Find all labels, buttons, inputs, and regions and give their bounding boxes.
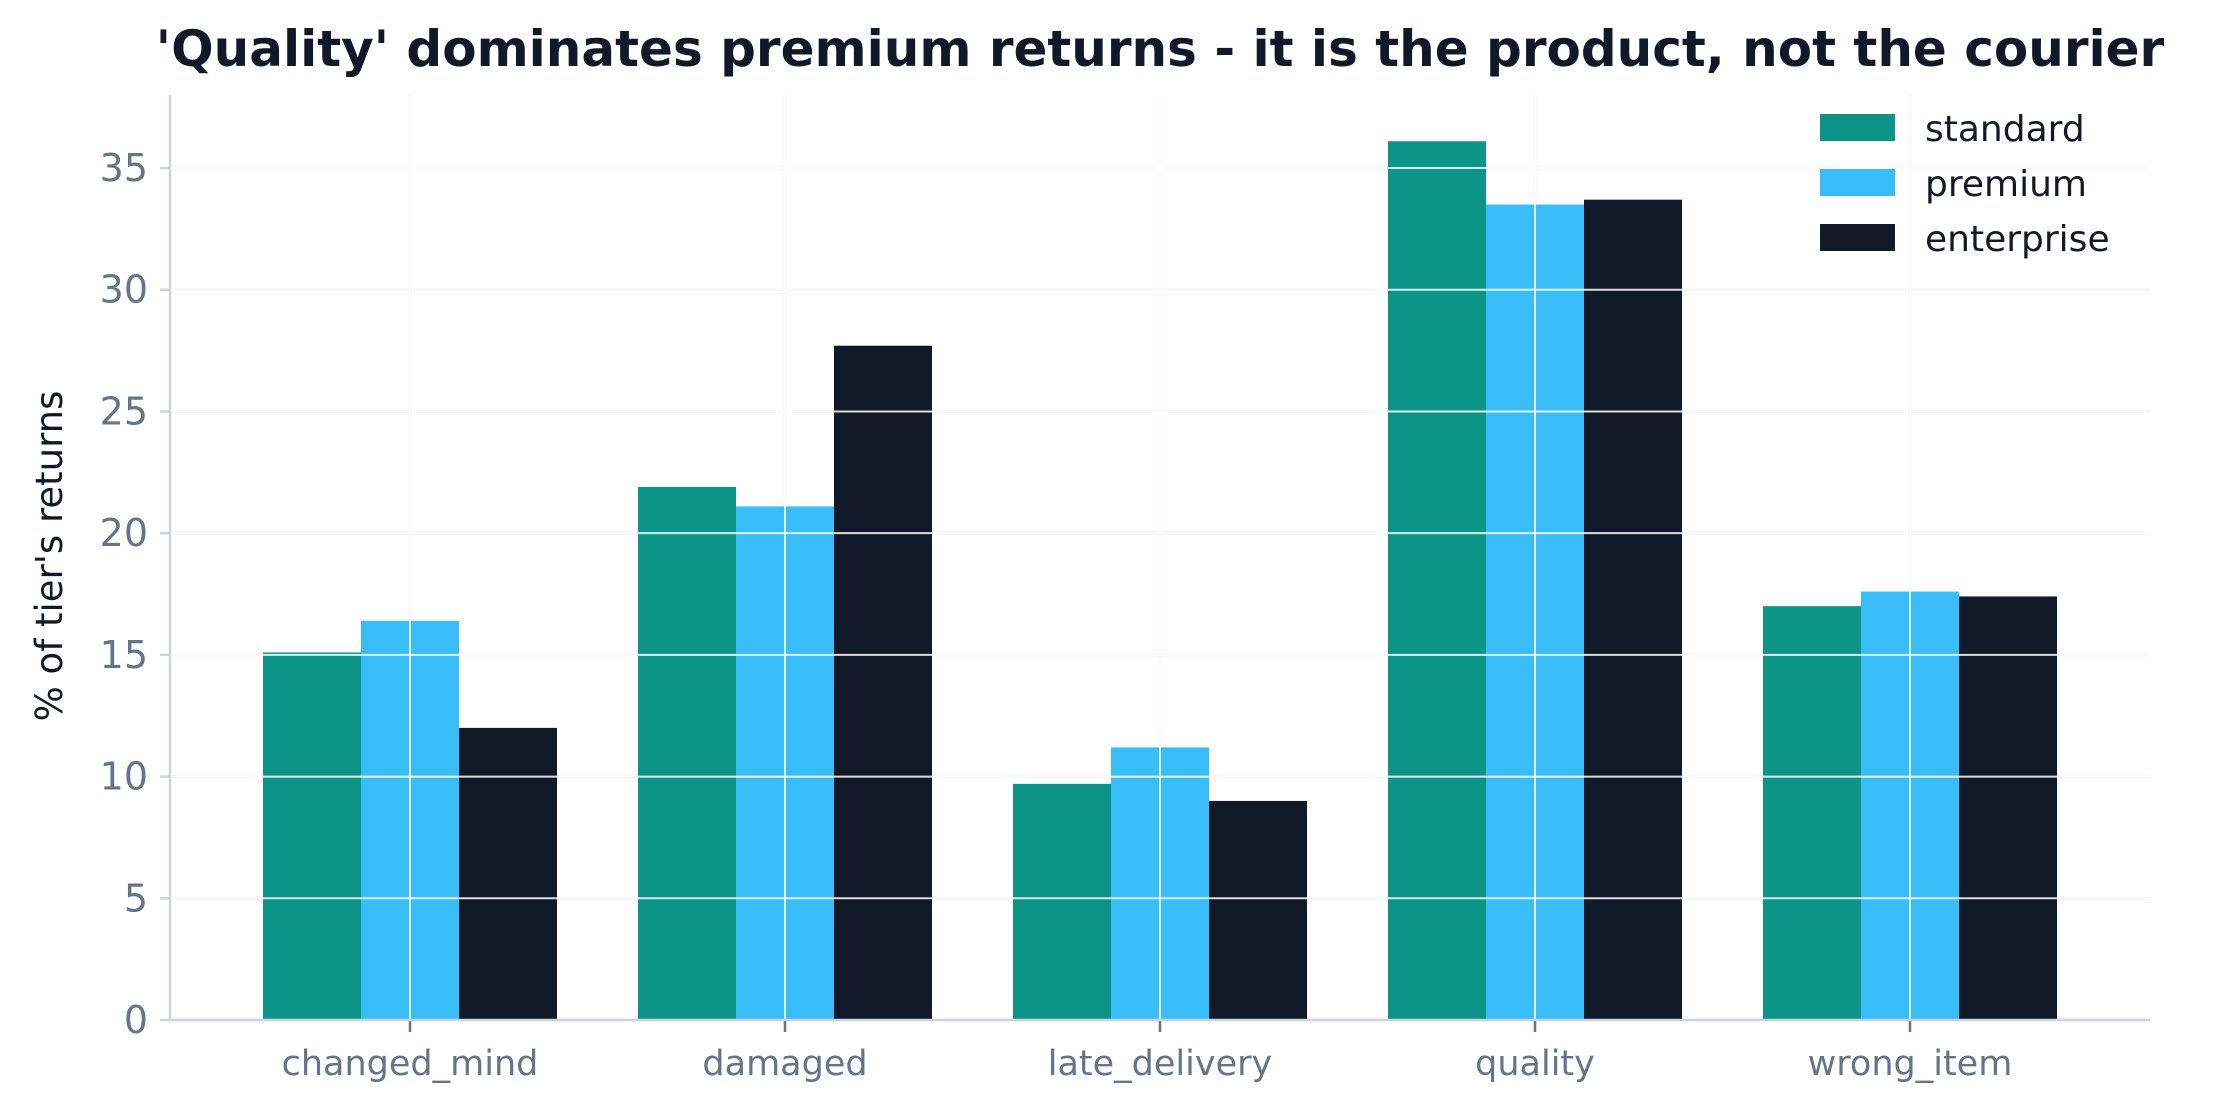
legend-label-standard: standard bbox=[1925, 109, 2085, 150]
x-tick-label: damaged bbox=[702, 1044, 867, 1084]
y-tick-label: 15 bbox=[100, 633, 148, 677]
bar-standard-quality bbox=[1388, 141, 1486, 1020]
bar-standard-damaged bbox=[638, 486, 736, 1020]
y-tick-label: 5 bbox=[124, 876, 148, 920]
legend-label-enterprise: enterprise bbox=[1925, 219, 2110, 260]
x-tick-label: changed_mind bbox=[282, 1044, 539, 1084]
bar-enterprise-late_delivery bbox=[1209, 800, 1307, 1020]
y-tick-label: 25 bbox=[100, 389, 148, 433]
chart-title: 'Quality' dominates premium returns - it… bbox=[156, 20, 2165, 78]
x-tick-label: late_delivery bbox=[1048, 1044, 1272, 1084]
grid-overlay bbox=[170, 95, 2150, 1021]
y-tick-label: 35 bbox=[100, 146, 148, 190]
y-axis-label: % of tier's returns bbox=[28, 391, 71, 722]
legend-swatch-premium bbox=[1820, 169, 1895, 196]
legend-swatch-enterprise bbox=[1820, 224, 1895, 251]
x-tick-label: wrong_item bbox=[1808, 1044, 2013, 1084]
axes: 0 5 10 15 20 25 30 35 changed_mind damaged late_de… bbox=[100, 95, 2150, 1084]
y-tick-label: 10 bbox=[100, 755, 148, 799]
legend-swatch-standard bbox=[1820, 114, 1895, 141]
legend: standard premium enterprise bbox=[1820, 109, 2110, 260]
x-tick-label: quality bbox=[1475, 1044, 1595, 1084]
legend-label-premium: premium bbox=[1925, 164, 2087, 205]
y-tick-label: 0 bbox=[124, 998, 148, 1042]
bar-enterprise-wrong_item bbox=[1959, 596, 2057, 1020]
bar-enterprise-quality bbox=[1584, 199, 1682, 1021]
bar-enterprise-damaged bbox=[834, 345, 932, 1020]
bar-standard-changed_mind bbox=[263, 652, 361, 1020]
bar-standard-late_delivery bbox=[1013, 783, 1111, 1020]
y-tick-label: 20 bbox=[100, 511, 148, 555]
bar-standard-wrong_item bbox=[1763, 606, 1861, 1020]
y-tick-label: 30 bbox=[100, 268, 148, 312]
bar-enterprise-changed_mind bbox=[459, 727, 557, 1020]
